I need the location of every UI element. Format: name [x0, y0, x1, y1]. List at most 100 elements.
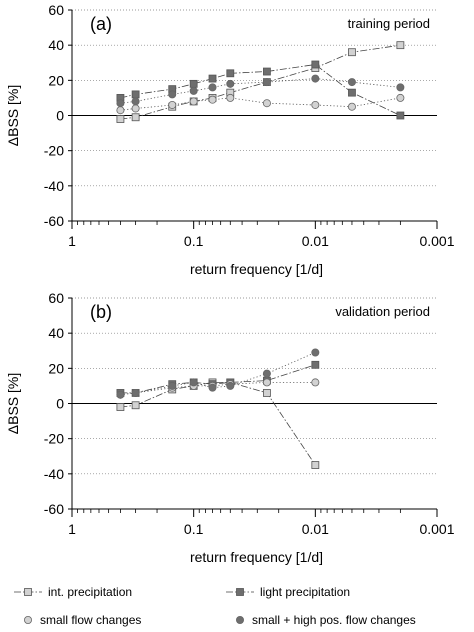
- legend-marker: [235, 616, 244, 625]
- y-tick-label: -40: [44, 466, 64, 482]
- data-point: [131, 90, 140, 99]
- data-point: [208, 74, 217, 83]
- y-tick-label: 0: [56, 396, 64, 412]
- data-point: [226, 381, 235, 390]
- legend-marker: [236, 588, 244, 596]
- data-point: [263, 389, 271, 397]
- y-tick-label: -60: [44, 501, 64, 517]
- x-tick-label: 0.1: [184, 521, 204, 537]
- legend-marker: [23, 616, 32, 625]
- legend: int. precipitation light precipitation sma…: [14, 585, 416, 627]
- legend-label: light precipitation: [260, 585, 350, 599]
- y-tick-label: -40: [44, 178, 64, 194]
- y-tick-label: 60: [48, 290, 64, 306]
- data-point: [168, 381, 177, 390]
- data-point: [131, 104, 140, 113]
- x-tick-label: 1: [68, 521, 76, 537]
- legend-item: small + high pos. flow changes: [235, 613, 416, 627]
- data-point: [116, 106, 125, 115]
- data-point: [116, 390, 125, 399]
- series-line: [120, 381, 316, 396]
- legend-item: light precipitation: [226, 585, 350, 599]
- series-line: [120, 44, 401, 120]
- x-tick-label: 0.01: [302, 521, 329, 537]
- data-point: [226, 93, 235, 102]
- data-point: [396, 83, 405, 92]
- data-point: [131, 401, 140, 410]
- data-point: [396, 93, 405, 102]
- data-point: [208, 95, 217, 104]
- data-point: [131, 388, 140, 397]
- data-point: [396, 41, 405, 50]
- data-point: [168, 90, 177, 99]
- y-tick-label: 0: [56, 108, 64, 124]
- y-tick-label: 60: [48, 2, 64, 18]
- x-tick-label: 0.01: [302, 233, 329, 249]
- data-point: [226, 69, 235, 78]
- series-line: [120, 97, 401, 111]
- data-point: [131, 113, 140, 122]
- y-tick-label: -20: [44, 143, 64, 159]
- y-tick-label: 40: [48, 37, 64, 53]
- data-point: [347, 102, 356, 111]
- period-label: training period: [348, 16, 430, 31]
- y-tick-label: 40: [48, 325, 64, 341]
- data-point: [263, 67, 271, 76]
- data-point: [262, 369, 271, 378]
- data-point: [116, 115, 125, 123]
- legend-label: small + high pos. flow changes: [252, 613, 416, 627]
- data-point: [311, 100, 320, 109]
- legend-label: int. precipitation: [48, 585, 132, 599]
- data-point: [311, 348, 320, 357]
- legend-item: int. precipitation: [14, 585, 132, 599]
- x-tick-label: 0.001: [419, 233, 454, 249]
- x-tick-label: 1: [68, 233, 76, 249]
- y-tick-label: -20: [44, 431, 64, 447]
- series-line: [120, 352, 316, 396]
- data-point: [131, 97, 140, 106]
- data-point: [311, 74, 320, 83]
- series-line: [120, 364, 316, 394]
- data-point: [396, 111, 405, 120]
- legend-marker: [24, 588, 32, 596]
- data-point: [208, 83, 217, 92]
- y-axis-label: ΔBSS [%]: [5, 373, 21, 434]
- data-point: [208, 383, 217, 392]
- x-axis-label: return frequency [1/d]: [190, 261, 323, 277]
- data-point: [189, 378, 198, 387]
- data-point: [311, 360, 320, 369]
- data-point: [311, 461, 320, 469]
- chart-panel-b: 60 40 20 0 -20 -40 -601 0.1 0.01 0.001 return freq…: [5, 290, 455, 565]
- data-point: [348, 88, 356, 97]
- data-point: [189, 86, 198, 95]
- x-axis-label: return frequency [1/d]: [190, 549, 323, 565]
- x-tick-label: 0.1: [184, 233, 204, 249]
- series-line: [120, 381, 316, 466]
- y-tick-label: -60: [44, 213, 64, 229]
- series-line: [120, 64, 401, 116]
- data-point: [262, 378, 271, 387]
- x-tick-label: 0.001: [419, 521, 454, 537]
- legend-item: small flow changes: [23, 613, 141, 627]
- chart-panel-a: 60 40 20 0 -20 -40 -601 0.1 0.01 0.001 return freq…: [5, 2, 455, 277]
- data-point: [116, 99, 125, 108]
- data-point: [262, 99, 271, 108]
- panel-label: (a): [90, 14, 112, 34]
- data-point: [311, 378, 320, 387]
- y-tick-label: 20: [48, 72, 64, 88]
- data-point: [348, 48, 356, 57]
- y-tick-label: 20: [48, 360, 64, 376]
- data-point: [311, 60, 320, 69]
- data-point: [226, 79, 235, 88]
- data-point: [168, 100, 177, 109]
- series-line: [120, 78, 401, 104]
- data-point: [189, 97, 198, 106]
- panel-label: (b): [90, 302, 112, 322]
- data-point: [116, 403, 125, 411]
- data-point: [189, 79, 198, 88]
- y-axis-label: ΔBSS [%]: [5, 85, 21, 146]
- period-label: validation period: [335, 304, 430, 319]
- legend-label: small flow changes: [40, 613, 141, 627]
- data-point: [347, 78, 356, 87]
